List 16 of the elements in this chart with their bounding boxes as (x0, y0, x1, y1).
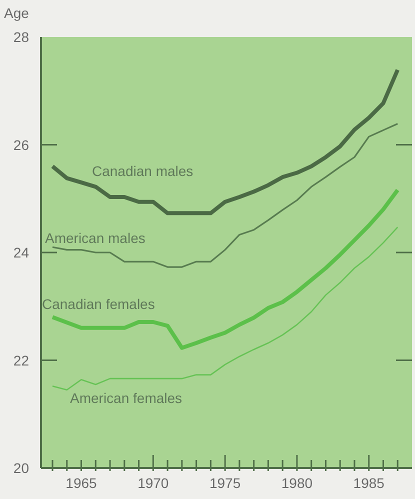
x-tick-label: 1965 (66, 475, 98, 491)
y-tick-label: 26 (13, 136, 30, 153)
y-tick-label: 20 (13, 460, 30, 476)
y-tick-label: 28 (13, 29, 30, 45)
y-tick-label: 22 (13, 352, 30, 368)
series-label: Canadian females (42, 296, 155, 312)
y-tick-label: 24 (13, 244, 30, 260)
y-axis-title: Age (4, 5, 30, 21)
x-tick-label: 1985 (353, 475, 385, 491)
x-tick-label: 1975 (209, 475, 241, 491)
line-series (50, 68, 400, 216)
series-label: Canadian males (92, 163, 194, 179)
series-label: American females (70, 390, 182, 406)
series-label: American males (45, 230, 146, 246)
x-tick-label: 1980 (281, 475, 313, 491)
x-tick-label: 1970 (138, 475, 169, 491)
